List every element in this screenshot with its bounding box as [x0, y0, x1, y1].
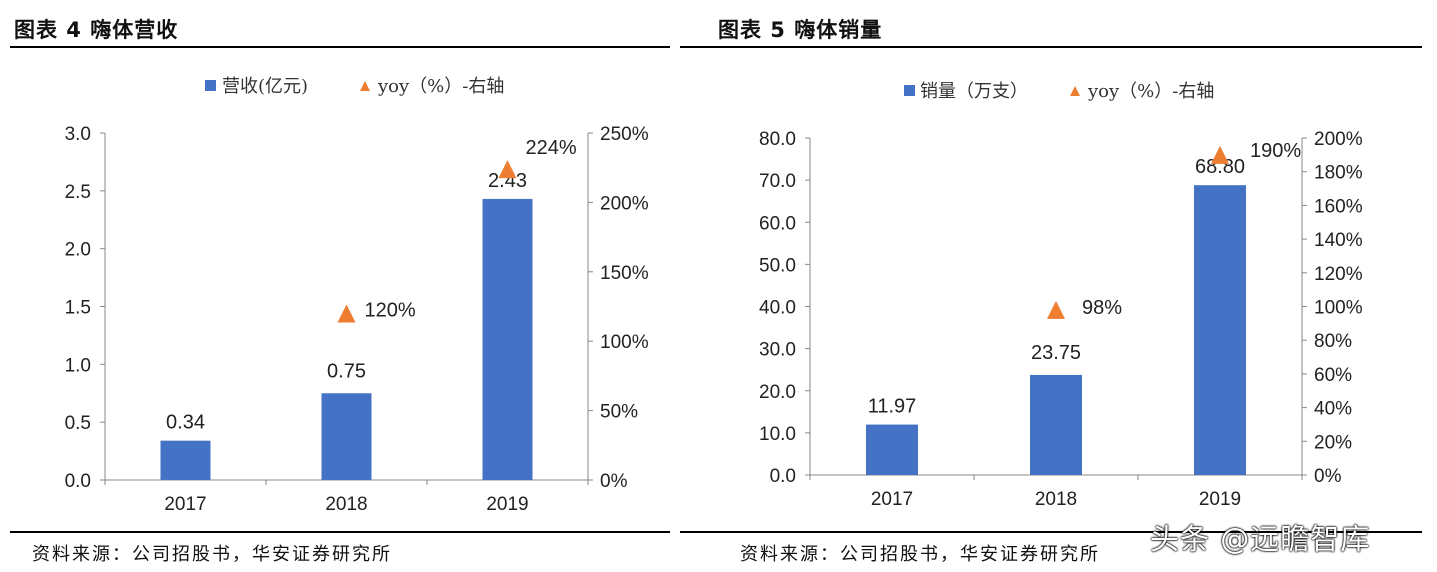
x-tick-label: 2019	[1199, 489, 1241, 510]
revenue-bar	[160, 440, 211, 480]
left-tick-label: 20.0	[759, 382, 796, 403]
left-tick-label: 0.0	[65, 471, 91, 492]
revenue-bar	[482, 198, 533, 480]
title-divider	[680, 46, 1422, 48]
right-tick-label: 150%	[600, 263, 649, 284]
yoy-data-label: 190%	[1250, 140, 1301, 162]
panel-title: 图表 4 嗨体营收	[14, 18, 179, 42]
right-tick-label: 80%	[1314, 331, 1352, 352]
right-tick-label: 180%	[1314, 163, 1363, 184]
right-tick-label: 40%	[1314, 399, 1352, 420]
left-tick-label: 60.0	[759, 213, 796, 234]
left-tick-label: 70.0	[759, 171, 796, 192]
legend-yoy-label: yoy（%）-右轴	[1087, 81, 1214, 102]
yoy-data-label: 98%	[1082, 297, 1122, 319]
left-tick-label: 10.0	[759, 424, 796, 445]
right-tick-label: 100%	[1314, 298, 1363, 319]
right-tick-label: 160%	[1314, 196, 1363, 217]
legend-bar-swatch	[205, 80, 216, 91]
bar-data-label: 68.80	[1195, 156, 1245, 178]
yoy-marker	[1211, 145, 1229, 164]
legend-yoy-label: yoy（%）-右轴	[377, 76, 504, 97]
revenue-bar	[866, 424, 918, 475]
bar-data-label: 0.75	[327, 360, 366, 382]
x-tick-label: 2018	[325, 494, 367, 515]
x-tick-label: 2017	[871, 489, 913, 510]
revenue-bar	[321, 393, 372, 480]
panel-title: 图表 5 嗨体销量	[718, 18, 883, 42]
source-divider	[10, 531, 670, 533]
yoy-marker	[337, 304, 356, 323]
source-note: 资料来源：公司招股书，华安证券研究所	[32, 544, 392, 565]
bar-data-label: 0.34	[166, 412, 205, 434]
source-note: 资料来源：公司招股书，华安证券研究所	[740, 544, 1100, 565]
legend-bar-label: 销量（万支）	[920, 81, 1028, 102]
yoy-marker	[1047, 300, 1065, 319]
left-tick-label: 2.0	[65, 240, 91, 261]
left-tick-label: 1.0	[65, 355, 91, 376]
left-tick-label: 0.5	[65, 413, 91, 434]
sales-volume-chart: 销量（万支） yoy（%）-右轴 0.0 10.0 20.0 30.0 40.0 50.0 60…	[759, 81, 1363, 510]
right-tick-label: 250%	[600, 124, 649, 145]
watermark: 头条 @远瞻智库	[1150, 522, 1371, 556]
sales-volume-panel: 图表 5 嗨体销量 销量（万支） yoy（%）-右轴 0.0 10.0 20.0 30.0…	[680, 0, 1437, 572]
left-tick-label: 2.5	[65, 182, 91, 203]
x-tick-label: 2017	[164, 494, 206, 515]
yoy-data-label: 120%	[365, 299, 416, 321]
bar-data-label: 23.75	[1031, 342, 1081, 364]
source-divider	[680, 531, 1422, 533]
revenue-bar	[1030, 374, 1082, 475]
left-tick-label: 3.0	[65, 124, 91, 145]
legend-triangle-swatch	[1070, 86, 1080, 96]
x-tick-label: 2018	[1035, 489, 1077, 510]
legend-triangle-swatch	[360, 81, 370, 91]
title-divider	[10, 46, 670, 48]
left-tick-label: 0.0	[770, 466, 796, 487]
left-tick-label: 50.0	[759, 255, 796, 276]
left-tick-label: 80.0	[759, 129, 796, 150]
left-tick-label: 30.0	[759, 340, 796, 361]
left-tick-label: 40.0	[759, 298, 796, 319]
right-tick-label: 60%	[1314, 365, 1352, 386]
revenue-panel: 图表 4 嗨体营收 营收(亿元) yoy（%）-右轴 0.0 0.5 1.0 1.5 2.0…	[0, 0, 680, 572]
right-tick-label: 140%	[1314, 230, 1363, 251]
yoy-marker	[498, 160, 517, 179]
revenue-bar	[1194, 185, 1246, 475]
right-tick-label: 200%	[1314, 129, 1363, 150]
right-tick-label: 0%	[600, 471, 628, 492]
bar-data-label: 11.97	[868, 396, 917, 418]
right-tick-label: 120%	[1314, 264, 1363, 285]
bar-data-label: 2.43	[488, 170, 527, 192]
right-tick-label: 100%	[600, 332, 649, 353]
x-tick-label: 2019	[486, 494, 528, 515]
right-tick-label: 0%	[1314, 466, 1342, 487]
revenue-chart: 营收(亿元) yoy（%）-右轴 0.0 0.5 1.0 1.5 2.0 2.5 3.0 0% 50…	[65, 76, 649, 515]
legend-bar-label: 营收(亿元)	[222, 76, 308, 97]
right-tick-label: 20%	[1314, 432, 1352, 453]
right-tick-label: 50%	[600, 402, 638, 423]
yoy-data-label: 224%	[526, 137, 577, 159]
legend-bar-swatch	[904, 85, 915, 96]
left-tick-label: 1.5	[65, 298, 91, 319]
right-tick-label: 200%	[600, 193, 649, 214]
